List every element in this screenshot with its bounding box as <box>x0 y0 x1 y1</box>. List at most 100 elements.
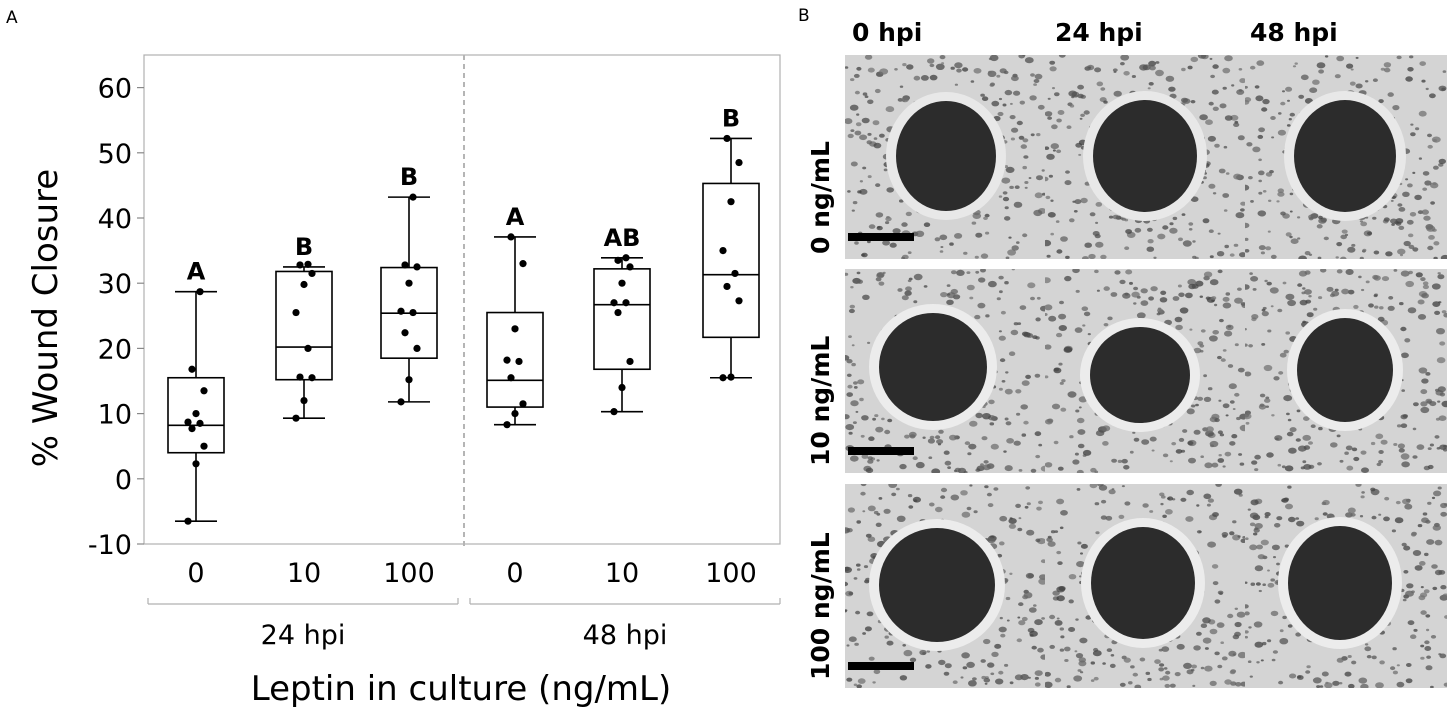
data-point-0-1 <box>192 460 200 468</box>
data-point-3-2 <box>519 400 527 408</box>
data-point-2-8 <box>401 261 409 269</box>
category-label-3: 0 <box>506 558 523 589</box>
col-label-48-hpi: 48 hpi <box>1250 18 1338 47</box>
data-point-1-6 <box>300 280 308 289</box>
data-point-3-6 <box>511 325 519 333</box>
data-point-3-3 <box>507 374 515 382</box>
y-tick-label-5: 40 <box>98 204 132 235</box>
data-point-0-0 <box>184 517 192 525</box>
data-point-5-8 <box>723 134 731 143</box>
significance-letter-1: B <box>295 233 313 261</box>
data-point-0-4 <box>196 419 204 427</box>
x-axis-label: Leptin in culture (ng/mL) <box>251 669 671 709</box>
micrograph-r2-c1 <box>1045 484 1245 688</box>
scale-bar-r2 <box>848 662 914 670</box>
significance-letter-2: B <box>400 163 418 191</box>
row-label-10-ng: 10 ng/mL <box>806 335 835 466</box>
micrograph-r1-c2 <box>1245 269 1447 473</box>
col-label-24-hpi: 24 hpi <box>1055 18 1143 47</box>
data-point-3-4 <box>515 357 523 366</box>
data-point-3-0 <box>503 421 511 429</box>
data-point-3-7 <box>519 260 527 268</box>
y-tick-label-3: 20 <box>98 334 132 365</box>
y-tick-label-2: 10 <box>98 400 132 431</box>
data-point-1-9 <box>304 260 312 268</box>
data-point-4-2 <box>626 357 634 366</box>
data-point-0-2 <box>200 442 208 450</box>
data-point-0-3 <box>188 424 196 433</box>
category-label-4: 10 <box>605 558 639 589</box>
data-point-1-2 <box>308 374 316 382</box>
data-point-5-6 <box>727 198 735 206</box>
iqr-box-5 <box>702 182 760 339</box>
category-label-1: 10 <box>287 558 321 589</box>
data-point-2-4 <box>409 308 417 317</box>
significance-letter-3: A <box>506 203 525 231</box>
y-tick-label-0: -10 <box>88 530 132 561</box>
data-point-2-5 <box>397 307 405 315</box>
data-point-1-4 <box>304 344 312 352</box>
row-label-0-ng: 0 ng/mL <box>806 141 835 254</box>
data-point-4-6 <box>618 279 626 287</box>
data-point-4-7 <box>626 263 634 271</box>
data-point-1-7 <box>308 269 316 278</box>
data-point-4-1 <box>618 383 626 392</box>
data-point-1-3 <box>296 373 304 381</box>
data-point-2-9 <box>409 193 417 201</box>
data-point-5-1 <box>727 373 735 381</box>
y-tick-label-4: 30 <box>98 269 132 300</box>
data-point-0-8 <box>188 365 196 373</box>
row-label-100-ng: 100 ng/mL <box>806 532 835 680</box>
y-tick-label-7: 60 <box>98 74 132 105</box>
box-5: B <box>702 104 760 382</box>
box-3: A <box>486 203 544 429</box>
data-point-5-0 <box>719 374 727 382</box>
plot-frame <box>143 54 781 545</box>
panel-b-letter: B <box>798 6 810 26</box>
iqr-box-1 <box>275 270 333 381</box>
significance-letter-4: AB <box>604 224 641 252</box>
scale-bar-r0 <box>848 233 914 241</box>
data-point-2-0 <box>397 398 405 406</box>
box-2: B <box>380 163 438 406</box>
data-point-2-1 <box>405 376 413 384</box>
category-label-5: 100 <box>705 558 757 589</box>
scale-bar-r1 <box>848 447 914 455</box>
data-point-0-9 <box>196 288 204 296</box>
data-point-0-6 <box>192 410 200 418</box>
micrograph-r2-c2 <box>1245 484 1447 688</box>
data-point-4-4 <box>622 299 630 307</box>
panel-a-letter: A <box>6 8 18 28</box>
significance-letter-0: A <box>187 258 206 286</box>
data-point-2-7 <box>413 263 421 271</box>
data-point-2-3 <box>401 329 409 337</box>
y-tick-label-6: 50 <box>98 139 132 170</box>
data-point-3-5 <box>503 356 511 364</box>
data-point-2-2 <box>413 344 421 352</box>
data-point-4-5 <box>610 299 618 307</box>
col-label-0-hpi: 0 hpi <box>852 18 923 47</box>
micrograph-r0-c1 <box>1045 55 1245 259</box>
data-point-5-4 <box>731 269 739 278</box>
box-1: B <box>275 233 333 422</box>
micrograph-r1-c0 <box>845 269 1045 473</box>
data-point-5-2 <box>735 297 743 305</box>
data-point-4-8 <box>614 256 622 264</box>
data-point-4-0 <box>610 408 618 416</box>
data-point-3-8 <box>507 233 515 241</box>
y-tick-label-1: 0 <box>115 465 132 496</box>
category-label-2: 100 <box>383 558 435 589</box>
data-point-4-9 <box>622 254 630 262</box>
category-label-0: 0 <box>187 558 204 589</box>
data-point-1-8 <box>296 261 304 269</box>
significance-letter-5: B <box>722 104 740 132</box>
data-point-3-1 <box>511 410 519 418</box>
data-point-4-3 <box>614 308 622 317</box>
data-point-5-5 <box>719 247 727 255</box>
data-point-5-7 <box>735 158 743 167</box>
data-point-2-6 <box>405 279 413 287</box>
data-point-0-7 <box>200 387 208 395</box>
data-point-1-0 <box>292 414 300 422</box>
micrograph-r1-c1 <box>1045 269 1245 473</box>
group-label-0: 24 hpi <box>261 620 346 651</box>
